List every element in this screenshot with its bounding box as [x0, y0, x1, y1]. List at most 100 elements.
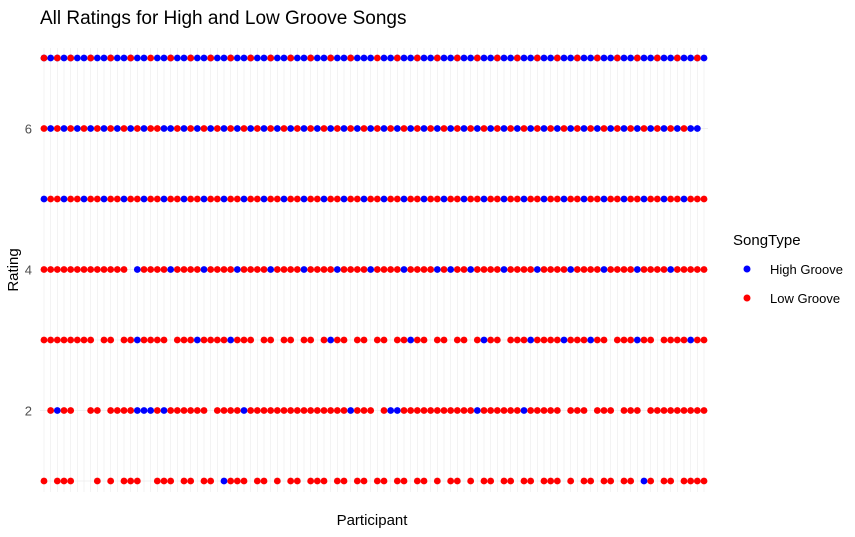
data-point [267, 266, 275, 273]
data-point [660, 54, 668, 62]
data-point [547, 54, 555, 62]
data-point [547, 477, 555, 485]
data-point [533, 407, 541, 414]
data-point [140, 195, 148, 203]
data-point [473, 54, 481, 62]
data-point [380, 477, 388, 485]
data-point [593, 336, 601, 344]
data-point [387, 125, 395, 132]
data-point [407, 195, 415, 203]
data-point [313, 407, 321, 414]
legend-label-high-groove: High Groove [770, 262, 843, 277]
data-point [180, 266, 188, 273]
data-point [300, 407, 308, 414]
data-point [200, 336, 208, 344]
data-point [340, 336, 348, 344]
y-tick-label: 6 [25, 122, 32, 137]
data-point [447, 266, 455, 273]
data-point [607, 125, 615, 132]
data-point [147, 407, 155, 414]
data-point [620, 266, 628, 273]
data-point [560, 54, 568, 62]
data-point [373, 266, 381, 273]
data-point [400, 407, 408, 414]
data-point [153, 407, 161, 414]
data-point [413, 407, 421, 414]
data-point [607, 54, 615, 62]
data-point [620, 195, 628, 203]
data-point [573, 266, 581, 273]
data-point [200, 125, 208, 132]
plot-panel [40, 48, 708, 492]
data-point [347, 195, 355, 203]
data-point [160, 477, 168, 485]
data-point [460, 195, 468, 203]
data-point [153, 477, 161, 485]
data-point [667, 54, 675, 62]
data-point [687, 477, 695, 485]
data-point [313, 195, 321, 203]
data-point [560, 195, 568, 203]
data-point [293, 195, 301, 203]
data-point [73, 266, 81, 273]
data-point [520, 407, 528, 414]
data-point [267, 407, 275, 414]
data-point [220, 407, 228, 414]
data-point [300, 336, 308, 344]
data-point [660, 266, 668, 273]
data-point [240, 477, 248, 485]
data-point [553, 195, 561, 203]
data-point [553, 477, 561, 485]
data-point [467, 125, 475, 132]
data-point [393, 477, 401, 485]
data-point [300, 125, 308, 132]
data-point [400, 477, 408, 485]
data-point [120, 266, 128, 273]
data-point [673, 195, 681, 203]
data-point [187, 336, 195, 344]
data-point [367, 266, 375, 273]
data-point [220, 266, 228, 273]
data-point [527, 54, 535, 62]
data-point [447, 54, 455, 62]
data-point [453, 195, 461, 203]
data-point [547, 336, 555, 344]
data-point [687, 266, 695, 273]
data-point [267, 125, 275, 132]
data-point [553, 54, 561, 62]
data-point [693, 407, 701, 414]
data-point [73, 336, 81, 344]
data-point [140, 336, 148, 344]
data-point [127, 125, 135, 132]
data-point [500, 54, 508, 62]
data-point [180, 407, 188, 414]
data-point [87, 195, 95, 203]
data-point [353, 54, 361, 62]
data-point [213, 195, 221, 203]
data-point [407, 266, 415, 273]
data-point [527, 407, 535, 414]
data-point [287, 195, 295, 203]
data-point [380, 195, 388, 203]
data-point [340, 477, 348, 485]
data-point [600, 407, 608, 414]
data-point [527, 125, 535, 132]
data-point [107, 336, 115, 344]
data-point [507, 477, 515, 485]
data-point [153, 54, 161, 62]
data-point [333, 407, 341, 414]
data-point [380, 336, 388, 344]
data-point [40, 54, 48, 62]
data-point [193, 407, 201, 414]
data-point [340, 195, 348, 203]
data-point [253, 125, 261, 132]
data-point [260, 336, 268, 344]
data-point [487, 54, 495, 62]
data-point [280, 125, 288, 132]
y-axis-ticks: 2 4 6 [25, 122, 32, 419]
data-point [333, 336, 341, 344]
data-point [220, 477, 228, 485]
data-point [87, 266, 95, 273]
data-point [167, 125, 175, 132]
data-point [513, 407, 521, 414]
